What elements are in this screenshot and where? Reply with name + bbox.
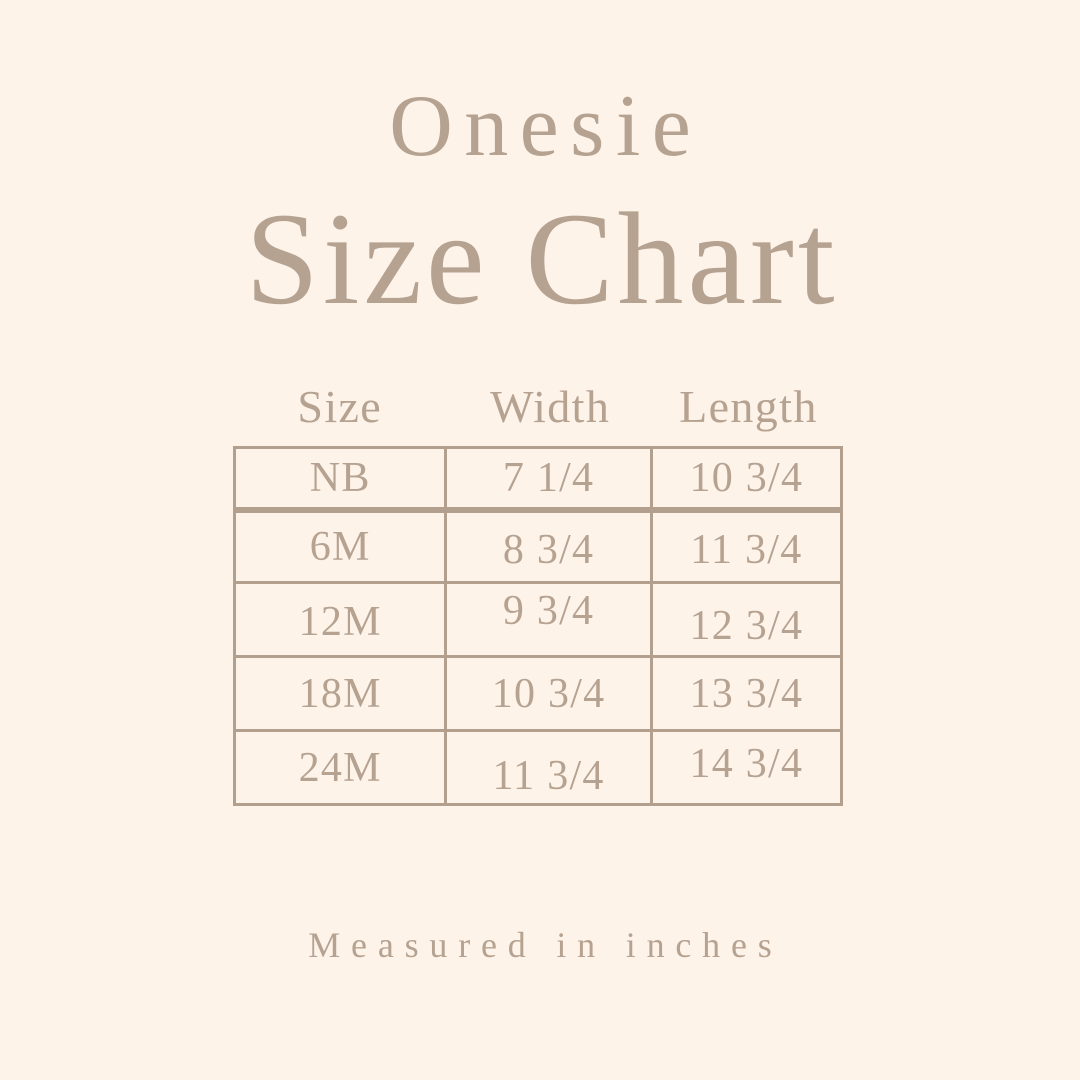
size-cell: 18M: [236, 658, 448, 729]
table-row-12m: 12M 9 3/4 12 3/4: [236, 581, 840, 655]
width-cell: 7 1/4: [447, 449, 653, 507]
table-row-18m: 18M 10 3/4 13 3/4: [236, 655, 840, 729]
column-header-length: Length: [679, 381, 818, 432]
width-cell: 8 3/4: [447, 513, 653, 581]
table-row-6m: 6M 8 3/4 11 3/4: [236, 507, 840, 581]
length-cell: 10 3/4: [689, 455, 804, 501]
length-cell: 14 3/4: [689, 740, 804, 787]
column-header-size: Size: [297, 381, 383, 432]
size-cell: NB: [236, 449, 448, 507]
size-table: NB 7 1/4 10 3/4 6M 8 3/4 11 3/4 12M 9 3/…: [233, 446, 843, 806]
product-name: Onesie: [389, 78, 703, 175]
length-cell: 12 3/4: [689, 602, 804, 649]
column-header-width: Width: [490, 381, 611, 432]
page-title: Size Chart: [245, 185, 839, 332]
width-cell: 9 3/4: [447, 584, 653, 655]
width-cell: 10 3/4: [447, 658, 653, 729]
table-row-24m: 24M 11 3/4 14 3/4: [236, 729, 840, 803]
length-cell: 11 3/4: [690, 527, 803, 573]
table-row-nb: NB 7 1/4 10 3/4: [236, 449, 840, 507]
size-cell: 24M: [236, 732, 448, 803]
width-cell: 11 3/4: [447, 732, 653, 803]
length-cell: 13 3/4: [689, 670, 804, 717]
size-cell: 12M: [236, 584, 448, 655]
size-cell: 6M: [236, 513, 448, 581]
measurement-note: Measured in inches: [308, 925, 783, 965]
table-column-headers: Size Width Length: [233, 379, 843, 434]
